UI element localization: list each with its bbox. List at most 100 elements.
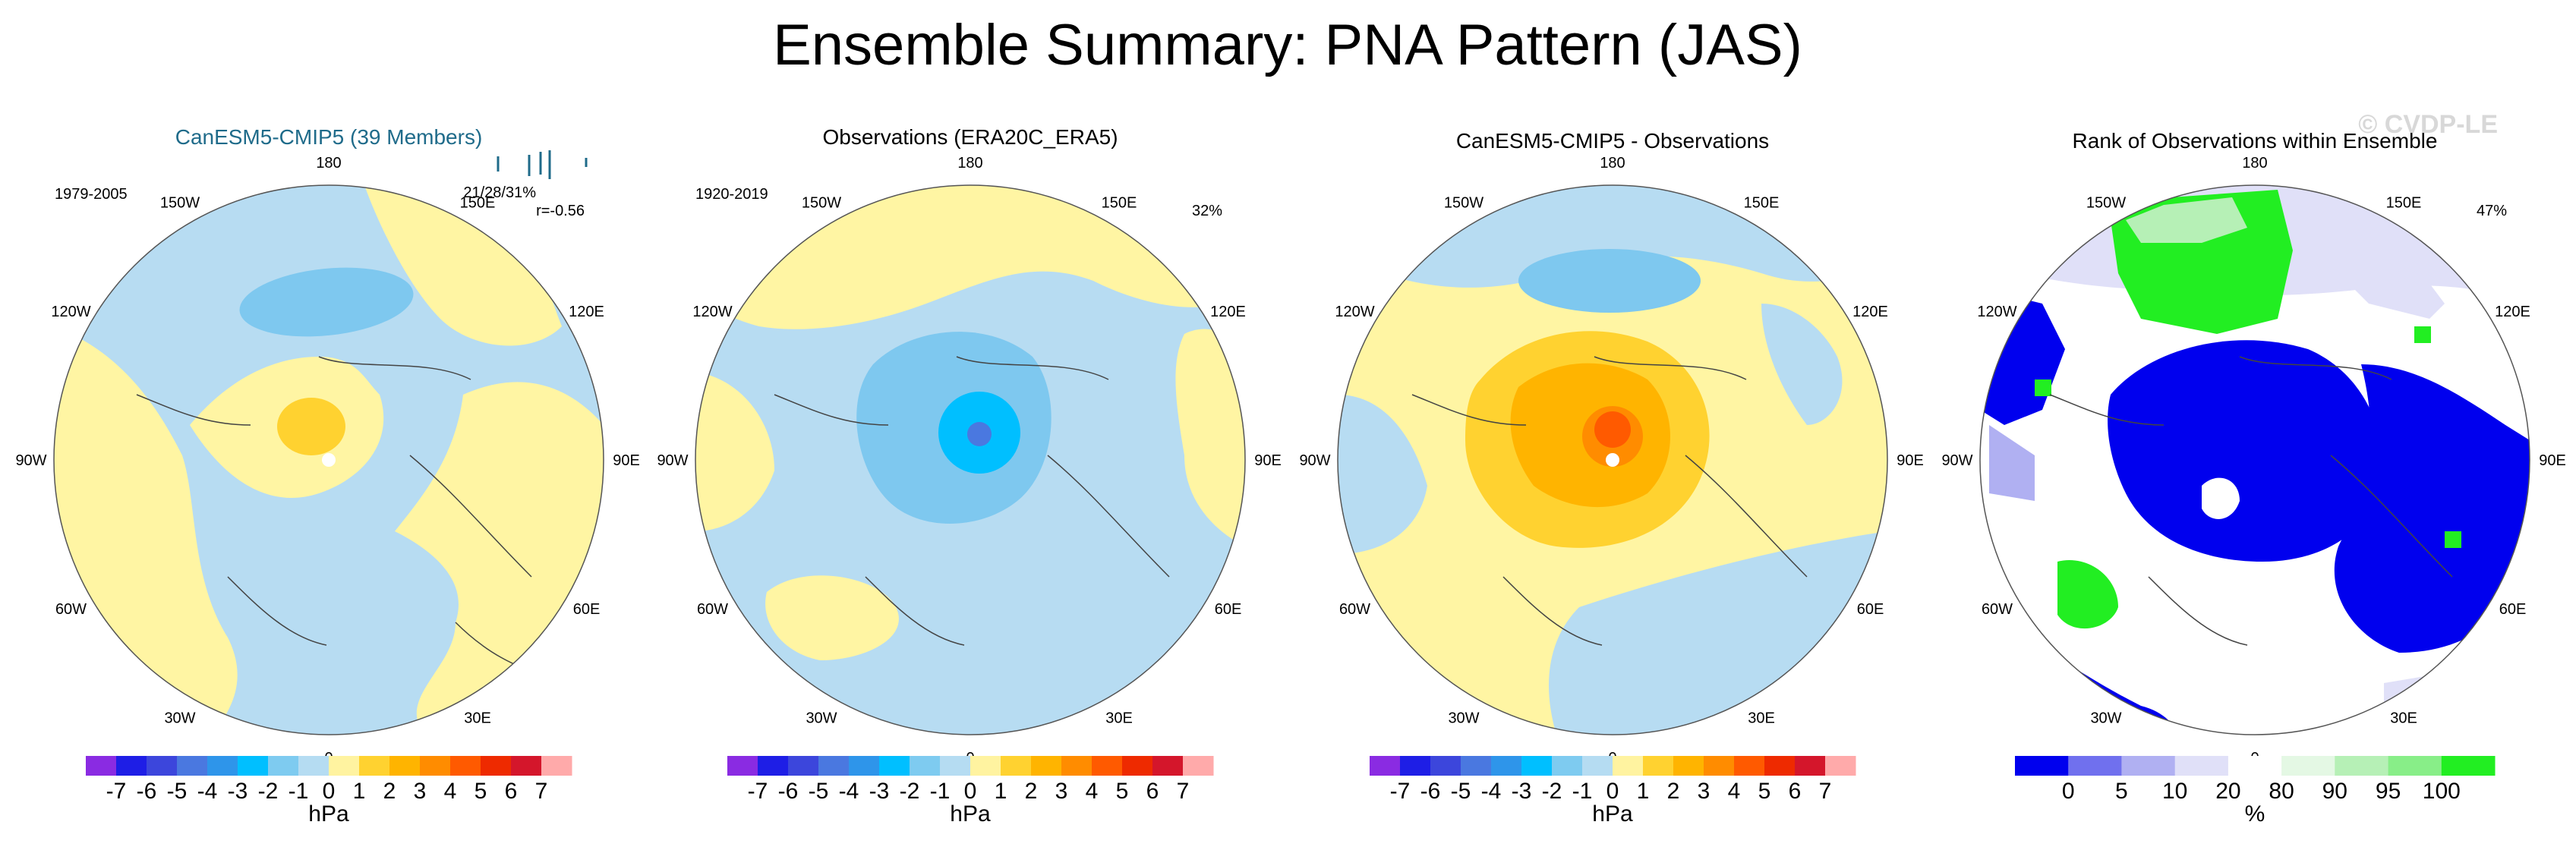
lon-label: 150W xyxy=(2086,195,2126,212)
panel-title-model: CanESM5-CMIP5 (39 Members) xyxy=(175,125,483,149)
colorbar-tick: -7 xyxy=(106,779,127,804)
colorbar-tick: 90 xyxy=(2322,779,2347,804)
panel-title-rank: Rank of Observations within Ensemble xyxy=(2073,129,2438,153)
colorbar-tick: -4 xyxy=(839,779,859,804)
colorbar-swatch xyxy=(268,756,299,776)
colorbar-tick: 2 xyxy=(1025,779,1038,804)
lon-label: 180 xyxy=(1600,155,1625,172)
colorbar-tick: -1 xyxy=(288,779,309,804)
colorbar-tick: 95 xyxy=(2376,779,2401,804)
lon-label: 60E xyxy=(573,601,601,618)
colorbar-tick: -2 xyxy=(258,779,279,804)
colorbar-swatch xyxy=(86,756,117,776)
colorbar-swatch xyxy=(147,756,178,776)
colorbar-tick: -1 xyxy=(1572,779,1593,804)
colorbar-unit: hPa xyxy=(308,801,349,827)
colorbar-swatch xyxy=(329,756,360,776)
colorbar-tick: -1 xyxy=(930,779,951,804)
lon-label: 120E xyxy=(569,304,604,320)
lon-label: 120E xyxy=(2495,304,2530,320)
lon-label: 90E xyxy=(2539,452,2566,469)
colorbar-swatch xyxy=(238,756,269,776)
colorbar-tick: 5 xyxy=(2115,779,2128,804)
colorbar-swatch xyxy=(1795,756,1826,776)
colorbar-tick: -6 xyxy=(778,779,799,804)
colorbar-tick: -5 xyxy=(167,779,188,804)
lon-label: 180 xyxy=(316,155,341,172)
colorbar-swatch xyxy=(511,756,542,776)
colorbar-swatch xyxy=(1552,756,1583,776)
panel-title-diff: CanESM5-CMIP5 - Observations xyxy=(1456,129,1769,153)
colorbar-swatch xyxy=(481,756,512,776)
lon-label: 60W xyxy=(1339,601,1370,618)
colorbar-tick: -2 xyxy=(900,779,920,804)
lon-label: 30W xyxy=(1448,710,1479,727)
colorbar-swatch xyxy=(1031,756,1062,776)
corr-label-model: r=-0.56 xyxy=(536,203,585,219)
colorbar-tick: 3 xyxy=(414,779,427,804)
colorbar-swatch xyxy=(2121,756,2176,776)
colorbar-unit: hPa xyxy=(950,801,991,827)
colorbar-tick: 4 xyxy=(1086,779,1099,804)
colorbar-tick: 6 xyxy=(1146,779,1159,804)
colorbar-tick: 4 xyxy=(1728,779,1741,804)
lon-label: 120W xyxy=(1335,304,1374,320)
colorbar-swatch xyxy=(298,756,329,776)
colorbar-tick: 7 xyxy=(1819,779,1832,804)
lon-label: 90E xyxy=(1254,452,1282,469)
panel-model: CanESM5-CMIP5 (39 Members) 1979-2005 21/… xyxy=(53,125,604,735)
lon-label: 150E xyxy=(1102,195,1137,212)
colorbar-tick: -5 xyxy=(809,779,829,804)
colorbar-tick: 0 xyxy=(1606,779,1619,804)
colorbar-tick: -4 xyxy=(1481,779,1502,804)
lon-label: 90W xyxy=(1299,452,1330,469)
lon-label: 90W xyxy=(1941,452,1972,469)
colorbar-swatch xyxy=(727,756,758,776)
colorbar-tick: 1 xyxy=(995,779,1007,804)
colorbar-swatch xyxy=(849,756,880,776)
lon-label: 150W xyxy=(1444,195,1483,212)
colorbar-tick: 3 xyxy=(1055,779,1068,804)
lon-label: 30W xyxy=(806,710,837,727)
stats-label-obs: 32% xyxy=(1192,203,1222,219)
colorbar-swatch xyxy=(1370,756,1401,776)
std-spread-glyph xyxy=(497,150,588,179)
colorbar-tick: 5 xyxy=(1758,779,1771,804)
lon-label: 60W xyxy=(1982,601,2013,618)
map-rank xyxy=(1980,185,2530,735)
colorbar-swatch xyxy=(1400,756,1431,776)
colorbar-swatch xyxy=(1734,756,1765,776)
lon-label: 120W xyxy=(1977,304,2016,320)
lon-label: 60E xyxy=(2499,601,2527,618)
colorbar-swatch xyxy=(1825,756,1856,776)
colorbar-tick: -5 xyxy=(1451,779,1471,804)
colorbar-swatch xyxy=(359,756,390,776)
longitude-labels: 180150E120E90E60E30E030W60W90W120W150W18… xyxy=(15,155,2565,767)
lon-label: 90E xyxy=(613,452,640,469)
lon-label: 30W xyxy=(2090,710,2121,727)
colorbar-swatch xyxy=(970,756,1001,776)
period-label-model: 1979-2005 xyxy=(55,186,128,203)
colorbar-swatch xyxy=(2068,756,2122,776)
lon-label: 180 xyxy=(2242,155,2267,172)
colorbar-swatch xyxy=(1764,756,1796,776)
lon-label: 90W xyxy=(657,452,688,469)
period-label-obs: 1920-2019 xyxy=(695,186,768,203)
colorbar-tick: 5 xyxy=(1116,779,1129,804)
colorbar-unit: hPa xyxy=(1592,801,1633,827)
colorbar-swatch xyxy=(1001,756,1032,776)
lon-label: 60W xyxy=(697,601,728,618)
lon-label: 30E xyxy=(1748,710,1775,727)
colorbar-swatch xyxy=(541,756,572,776)
colorbar-swatch xyxy=(1061,756,1093,776)
lon-label: 60W xyxy=(55,601,87,618)
colorbar-swatch xyxy=(207,756,238,776)
colorbar-tick: -3 xyxy=(228,779,248,804)
lon-label: 90W xyxy=(15,452,46,469)
colorbar-tick: 6 xyxy=(1789,779,1802,804)
colorbar-tick: 6 xyxy=(505,779,518,804)
colorbar-swatch xyxy=(450,756,481,776)
colorbar-tick: -7 xyxy=(1390,779,1411,804)
colorbar-swatch xyxy=(420,756,451,776)
